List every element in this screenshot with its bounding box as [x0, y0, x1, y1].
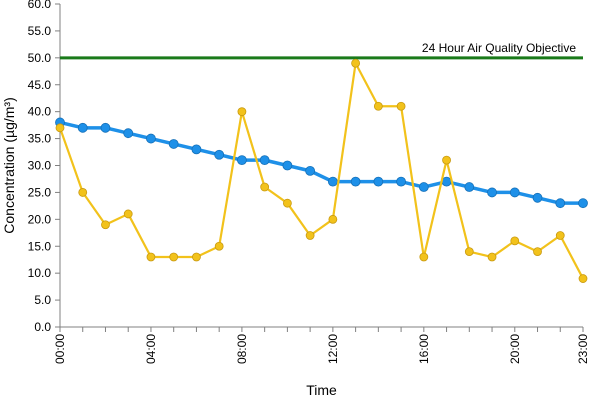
y-axis-title: Concentration (µg/m³): [1, 97, 17, 233]
air-quality-objective-label: 24 Hour Air Quality Objective: [422, 41, 576, 55]
series-1-point: [509, 187, 520, 198]
series-1-point: [396, 176, 406, 187]
series-1-point: [555, 198, 566, 209]
y-tick-label: 10.0: [28, 266, 52, 280]
series-1-point: [441, 176, 452, 187]
series-2-point: [487, 252, 497, 262]
series-1-point: [100, 122, 111, 133]
series-2-point: [169, 252, 179, 262]
x-tick-label: 08:00: [235, 334, 249, 364]
series-2-point: [214, 241, 224, 251]
y-tick-label: 40.0: [28, 105, 52, 119]
series-2-point: [555, 231, 565, 240]
series-2-point: [328, 214, 338, 224]
series-1-point: [214, 149, 225, 160]
series-1-point: [350, 176, 361, 187]
series-1-point: [532, 192, 543, 203]
series-2-point: [419, 252, 429, 262]
series-2-line: [58, 62, 584, 280]
series-2-point: [101, 220, 110, 230]
y-tick-label: 45.0: [28, 78, 52, 92]
series-2-point: [442, 155, 451, 165]
x-tick-label: 23:00: [576, 334, 590, 364]
x-axis-ticks: 00:00 04:00 08:00 12:00 16:00 20:00 23:00: [53, 327, 590, 364]
series-2-point: [305, 231, 315, 240]
series-2-point: [78, 188, 88, 197]
series-1-point: [578, 198, 588, 209]
series-1-point: [123, 128, 134, 139]
y-tick-label: 5.0: [34, 293, 51, 307]
series-2-point: [282, 198, 292, 208]
series-1-point: [464, 182, 475, 192]
y-tick-label: 15.0: [28, 239, 52, 253]
series-1-point: [487, 187, 497, 198]
objective-line-group: 24 Hour Air Quality Objective: [60, 41, 583, 60]
series-2-point: [55, 123, 65, 133]
series-2-point: [237, 107, 247, 117]
x-tick-label: 16:00: [417, 334, 431, 364]
series-2: [55, 58, 588, 283]
y-tick-label: 35.0: [28, 132, 52, 146]
series-1-point: [191, 144, 202, 155]
series-2-point: [123, 209, 133, 219]
series-2-point: [351, 58, 361, 68]
series-2-point: [373, 101, 383, 111]
series-1-point: [327, 176, 338, 187]
series-1-point: [259, 155, 270, 166]
y-tick-label: 55.0: [28, 24, 52, 38]
y-axis-ticks: 0.0 5.0 10.0 15.0 20.0 25.0 30.0 35.0 40.0 45.0 50…: [28, 0, 60, 334]
series-1-point: [146, 133, 156, 144]
series-1-point: [237, 155, 247, 166]
series-2-point: [510, 236, 520, 246]
y-tick-label: 25.0: [28, 185, 52, 199]
series-1-point: [77, 122, 88, 133]
series-2-point: [260, 182, 270, 192]
y-tick-label: 50.0: [28, 51, 52, 65]
series-1-line: [59, 120, 583, 205]
series-1: [55, 117, 588, 209]
series-1-point: [373, 176, 384, 187]
y-tick-label: 0.0: [34, 320, 51, 334]
series-2-point: [578, 274, 588, 283]
series-1-point: [168, 139, 179, 149]
x-tick-label: 00:00: [53, 334, 67, 364]
x-tick-label: 20:00: [508, 334, 522, 364]
series-group: [55, 58, 588, 283]
y-tick-label: 30.0: [28, 159, 52, 173]
series-2-point: [464, 247, 474, 257]
x-axis-title: Time: [306, 382, 337, 398]
series-1-point: [418, 182, 429, 192]
series-1-point: [282, 160, 293, 171]
y-tick-label: 60.0: [28, 0, 52, 11]
series-2-point: [146, 252, 156, 262]
y-tick-label: 20.0: [28, 212, 52, 226]
x-tick-label: 04:00: [144, 334, 158, 364]
series-2-point: [396, 101, 406, 111]
x-tick-label: 12:00: [326, 334, 340, 364]
series-2-point: [533, 247, 542, 257]
series-1-point: [305, 165, 316, 176]
series-2-point: [192, 252, 201, 262]
